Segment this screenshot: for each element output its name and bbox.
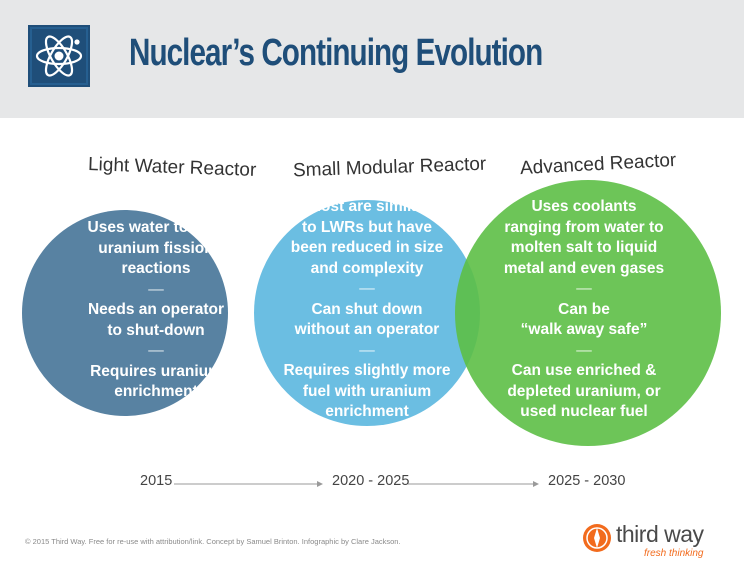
fact-block: Uses water to cool uranium fission react… xyxy=(87,219,225,277)
brand-logo[interactable]: third way fresh thinking xyxy=(582,519,722,559)
separator: — xyxy=(148,280,164,298)
fact-block: Requires slightly more fuel with uranium… xyxy=(283,362,451,420)
fact-block: Requires uranium enrichment xyxy=(90,362,222,401)
facts-light-water-reactor: Uses water to cool uranium fission react… xyxy=(61,218,251,403)
fact-block: Most are similar to LWRs but have been r… xyxy=(290,198,444,277)
timeline-arrow xyxy=(408,481,539,487)
fact-block: Can use enriched & depleted uranium, or … xyxy=(507,362,661,420)
timeline-label-2020-2025: 2020 - 2025 xyxy=(332,473,410,489)
fact-block: Needs an operator to shut-down xyxy=(87,301,225,339)
separator: — xyxy=(359,280,375,297)
brand-name: third way xyxy=(616,521,704,547)
fact-block: Can be “walk away safe” xyxy=(520,300,648,339)
timeline-arrow xyxy=(174,481,323,487)
timeline: 2015 2020 - 2025 2025 - 2030 xyxy=(0,470,744,494)
compass-icon xyxy=(583,524,611,552)
separator: — xyxy=(359,341,375,359)
fact-block: Can shut down without an operator xyxy=(294,300,440,339)
separator: — xyxy=(576,341,592,359)
footer-credit: © 2015 Third Way. Free for re-use with a… xyxy=(25,537,401,546)
timeline-label-2015: 2015 xyxy=(140,473,173,489)
circle-advanced-reactor xyxy=(455,180,721,446)
timeline-label-2025-2030: 2025 - 2030 xyxy=(548,473,626,489)
header-band: Nuclear’s Continuing Evolution xyxy=(0,0,744,118)
separator: — xyxy=(148,342,164,359)
fact-block: Uses coolants ranging from water to molt… xyxy=(503,198,665,277)
facts-advanced-reactor: Uses coolants ranging from water to molt… xyxy=(484,197,684,423)
circle-light-water-reactor xyxy=(22,210,228,416)
atom-icon xyxy=(28,25,90,87)
page-title: Nuclear’s Continuing Evolution xyxy=(129,32,543,74)
brand-tagline: fresh thinking xyxy=(644,548,704,559)
separator: — xyxy=(576,280,592,297)
circle-small-modular-reactor xyxy=(254,200,480,426)
facts-small-modular-reactor: Most are similar to LWRs but have been r… xyxy=(272,197,462,423)
